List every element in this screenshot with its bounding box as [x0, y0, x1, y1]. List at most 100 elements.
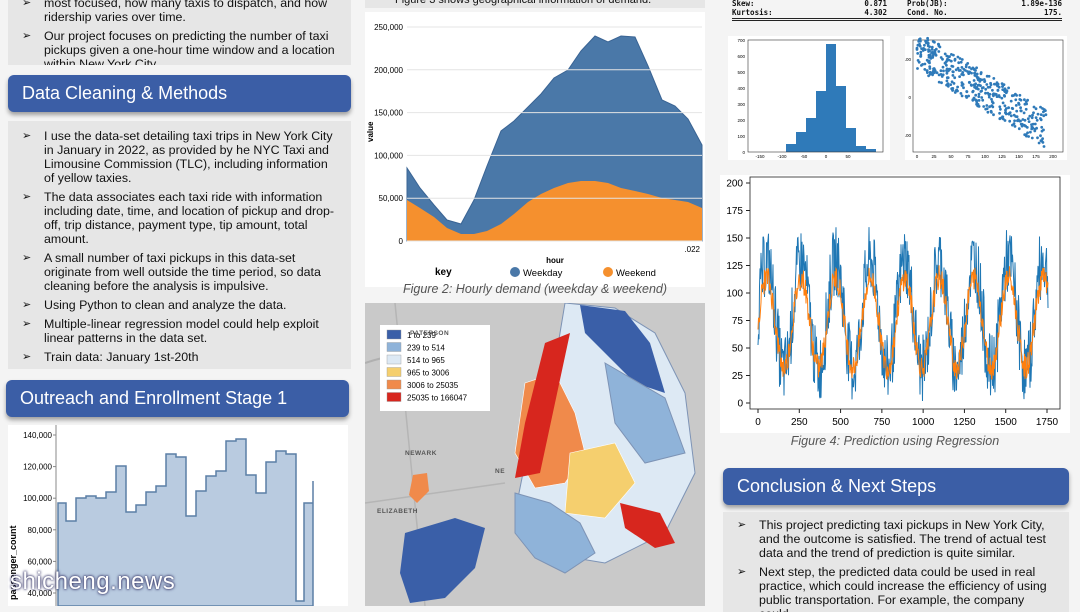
scatter-dot [984, 91, 987, 95]
legend-swatch [386, 392, 402, 402]
scatter-dot [949, 59, 953, 63]
scatter-dot [975, 66, 978, 70]
y-tick-label: 600 [737, 54, 745, 59]
scatter-dot [1042, 110, 1045, 114]
x-tick-label: 500 [832, 417, 849, 428]
scatter-dot [1014, 98, 1018, 102]
scatter-dot [1034, 116, 1038, 119]
y-tick-label: 200 [726, 179, 743, 190]
scatter-dot [926, 38, 930, 42]
scatter-dot [1008, 119, 1012, 123]
scatter-dot [931, 51, 934, 54]
scatter-dot [946, 82, 949, 86]
scatter-dot [1031, 113, 1034, 117]
scatter-dot [943, 52, 947, 56]
y-tick-label: 300 [737, 102, 745, 107]
scatter-dot [1032, 111, 1035, 115]
scatter-dot [996, 89, 1000, 92]
scatter-dot [990, 97, 993, 101]
legend-swatch [386, 354, 402, 365]
scatter-dot [1030, 123, 1033, 126]
predicted-line [757, 265, 1049, 381]
scatter-dot [991, 88, 994, 92]
y-tick-label: 0 [399, 237, 404, 246]
scatter-dot [1033, 122, 1037, 126]
scatter-dot [986, 91, 990, 95]
x-tick-label: 50 [845, 154, 851, 159]
scatter-dot [1023, 118, 1027, 122]
scatter-dot [919, 55, 922, 58]
legend-swatch [603, 267, 613, 277]
scatter-dot [923, 68, 927, 71]
plot-frame [747, 39, 884, 153]
scatter-dot [1037, 141, 1041, 145]
scatter-dot [950, 80, 954, 84]
y-tick-label: 40,000 [28, 589, 53, 598]
scatter-dot [986, 110, 990, 114]
scatter-dot [956, 85, 959, 89]
x-tick-label: 1250 [953, 417, 976, 428]
scatter-dot [937, 50, 941, 53]
scatter-dot [972, 79, 976, 82]
y-tick-label: 80,000 [28, 526, 53, 535]
scatter-dot [1042, 145, 1046, 148]
scatter-dot [995, 95, 999, 98]
scatter-dot [969, 83, 973, 87]
scatter-dot [930, 48, 934, 51]
scatter-dot [999, 107, 1002, 111]
scatter-dot [975, 72, 979, 76]
scatter-dot [979, 72, 983, 76]
scatter-dot [1013, 119, 1016, 123]
scatter-dot [1029, 130, 1032, 134]
legend-label: 239 to 514 [407, 344, 445, 353]
scatter-dot [948, 55, 951, 58]
scatter-dot [1010, 94, 1014, 98]
stats-cell: 1.89e-136 [1021, 0, 1062, 8]
scatter-dot [1022, 111, 1026, 115]
manhattan [515, 333, 570, 478]
area-shape [57, 438, 314, 606]
scatter-dot [978, 80, 982, 83]
scatter-dot [977, 105, 981, 108]
bullet: The data associates each taxi ride with … [18, 190, 341, 246]
x-tick-label: 0 [916, 154, 919, 159]
scatter-dot [1039, 117, 1042, 120]
scatter-dot [954, 68, 958, 72]
legend-swatch [386, 329, 402, 340]
x-tick-label: 200 [1049, 154, 1057, 159]
scatter-dot [1023, 102, 1027, 106]
scatter-dot [980, 96, 984, 99]
legend-label: 514 to 965 [407, 356, 445, 365]
scatter-dot [967, 94, 970, 98]
scatter-dot [1044, 109, 1047, 112]
scatter-dot [1044, 113, 1048, 117]
scatter-dot [918, 44, 922, 48]
section-header: Conclusion & Next Steps [723, 468, 1069, 505]
scatter-dot [939, 73, 943, 76]
scatter-dot [1009, 99, 1013, 103]
stats-cell: Kurtosis: [732, 8, 773, 17]
scatter-dot [915, 46, 919, 50]
figure-caption: Figure 2: Hourly demand (weekday & weeke… [402, 282, 668, 296]
scatter-dot [998, 105, 1002, 109]
scatter-dot [928, 45, 931, 49]
x-tick-label: 25 [931, 154, 937, 159]
scatter-dot [990, 100, 994, 104]
scatter-dot [945, 63, 948, 67]
scatter-dot [937, 80, 941, 84]
section-header: Outreach and Enrollment Stage 1 [6, 380, 349, 417]
conclusion-box: This project predicting taxi pickups in … [723, 512, 1069, 612]
scatter-dot [1030, 125, 1034, 129]
scatter-dot [937, 43, 941, 46]
stats-cell: 4.302 [864, 8, 887, 17]
y-tick-label: 100 [905, 57, 911, 62]
scatter-dot [964, 69, 967, 72]
scatter-dot [998, 111, 1001, 115]
y-axis-label: value [366, 121, 375, 142]
scatter-dot [990, 110, 993, 114]
map: 1 to 239 239 to 514 514 to 965 965 to 3006 3… [365, 303, 705, 606]
borough-area [514, 492, 596, 574]
y-tick-label: 400 [737, 86, 745, 91]
scatter-dot [930, 45, 934, 49]
